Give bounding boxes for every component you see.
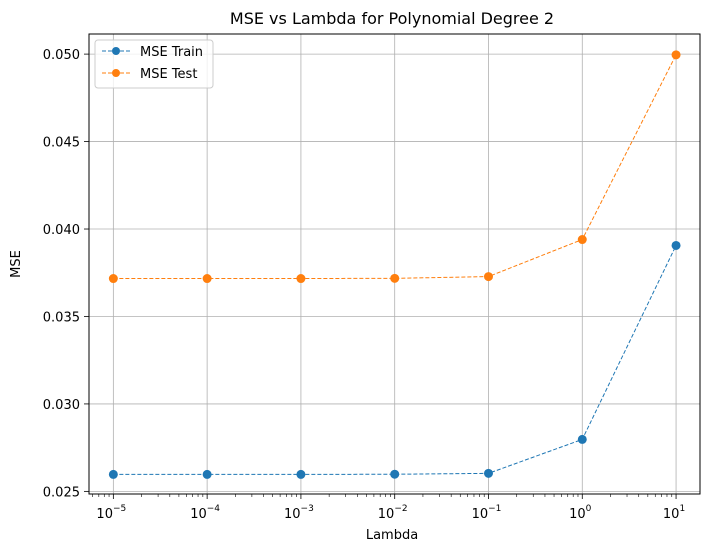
y-tick-label: 0.045 bbox=[43, 136, 80, 151]
x-tick-label-base: 10 bbox=[190, 507, 207, 522]
legend-box bbox=[94, 39, 214, 89]
x-tick-label: 10−3 bbox=[284, 504, 314, 522]
x-tick-label-base: 10 bbox=[96, 507, 113, 522]
x-tick-label-exponent: −5 bbox=[113, 504, 126, 514]
x-tick-label-exponent: 1 bbox=[679, 504, 685, 514]
x-tick-label-base: 10 bbox=[569, 507, 586, 522]
data-point bbox=[577, 434, 587, 444]
x-axis: 10−5 10−4 10−3 10−2 10−1 100 101 bbox=[92, 494, 685, 522]
legend: MSE Train MSE Test bbox=[94, 39, 214, 89]
legend-label: MSE Train bbox=[140, 45, 203, 60]
data-point bbox=[483, 272, 493, 282]
x-tick-label-base: 10 bbox=[378, 507, 395, 522]
legend-marker bbox=[112, 69, 120, 77]
chart-title: MSE vs Lambda for Polynomial Degree 2 bbox=[230, 9, 554, 28]
plot-area bbox=[88, 33, 701, 495]
x-tick-label: 10−1 bbox=[472, 504, 502, 522]
x-tick-label-exponent: −2 bbox=[394, 504, 407, 514]
legend-label: MSE Test bbox=[140, 67, 197, 82]
data-point bbox=[202, 274, 212, 284]
y-axis-label: MSE bbox=[9, 250, 24, 278]
x-tick-label: 10−5 bbox=[96, 504, 126, 522]
data-point bbox=[483, 468, 493, 478]
y-tick-label: 0.035 bbox=[43, 310, 80, 325]
x-tick-label-exponent: −1 bbox=[488, 504, 501, 514]
data-point bbox=[108, 274, 118, 284]
y-tick-label: 0.030 bbox=[43, 398, 80, 413]
data-point bbox=[671, 240, 681, 250]
data-point bbox=[577, 235, 587, 245]
y-axis: 0.025 0.030 0.035 0.040 0.045 0.050 bbox=[43, 48, 89, 500]
data-point bbox=[390, 273, 400, 283]
x-tick-label-base: 10 bbox=[663, 507, 680, 522]
x-tick-label-exponent: 0 bbox=[586, 504, 592, 514]
data-point bbox=[108, 469, 118, 479]
data-point bbox=[296, 469, 306, 479]
x-tick-label-base: 10 bbox=[472, 507, 489, 522]
x-tick-label-exponent: −4 bbox=[207, 504, 221, 514]
data-point bbox=[390, 469, 400, 479]
data-point bbox=[296, 274, 306, 284]
series-layer bbox=[108, 50, 681, 479]
x-tick-label-base: 10 bbox=[284, 507, 301, 522]
y-tick-label: 0.040 bbox=[43, 223, 80, 238]
data-point bbox=[202, 469, 212, 479]
x-tick-label: 101 bbox=[663, 504, 685, 522]
x-axis-label: Lambda bbox=[366, 528, 418, 543]
x-tick-label: 10−4 bbox=[190, 504, 220, 522]
data-point bbox=[671, 50, 681, 60]
legend-marker bbox=[112, 47, 120, 55]
x-tick-label-exponent: −3 bbox=[301, 504, 314, 514]
x-tick-label: 10−2 bbox=[378, 504, 408, 522]
y-tick-label: 0.025 bbox=[43, 485, 80, 500]
y-tick-label: 0.050 bbox=[43, 48, 80, 63]
x-tick-label: 100 bbox=[569, 504, 592, 522]
